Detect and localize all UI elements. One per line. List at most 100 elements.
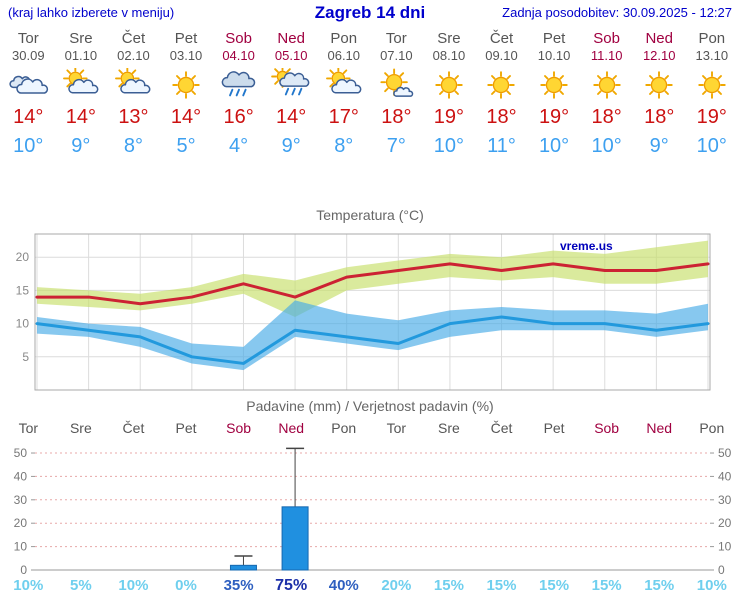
day-date: 01.10 — [64, 48, 98, 63]
high-temp: 14° — [170, 106, 202, 128]
high-temp: 18° — [591, 106, 622, 128]
rain-icon — [221, 71, 255, 97]
precip-probability: 5% — [70, 577, 92, 594]
day-icon-wrap — [212, 63, 265, 105]
day-column: Tor 30.09 14° 10° — [2, 30, 55, 158]
svg-text:10: 10 — [16, 317, 30, 331]
day-date: 09.10 — [485, 48, 518, 63]
day-column: Ned 12.10 18° 9° — [633, 30, 686, 158]
day-date: 03.10 — [169, 48, 203, 63]
precip-day-label: Pet — [175, 420, 197, 436]
precip-day-label: Ned — [646, 420, 673, 436]
day-column: Sre 08.10 19° 10° — [423, 30, 476, 158]
high-temp: 18° — [486, 106, 517, 128]
low-temp: 5° — [176, 135, 196, 157]
day-name: Tor — [385, 30, 407, 47]
precip-day-label: Čet — [122, 420, 145, 436]
precip-bar — [281, 506, 309, 571]
day-column: Čet 09.10 18° 11° — [475, 30, 528, 158]
precip-probability: 15% — [433, 577, 464, 594]
sunny-icon — [698, 71, 726, 99]
day-date: 02.10 — [117, 48, 150, 63]
day-name: Pet — [174, 30, 198, 47]
precip-probability-row: 10% 5% 10% 0% 35% 75% 40% 20% 15% 15% 15% 15% 15% 10% — [2, 577, 738, 595]
high-temp: 14° — [276, 106, 307, 128]
day-date: 12.10 — [642, 48, 676, 63]
day-name: Pon — [698, 30, 726, 47]
day-icon-wrap — [580, 63, 633, 105]
day-icon-wrap — [265, 63, 318, 105]
sunny-icon — [435, 71, 463, 99]
precip-probability: 15% — [486, 577, 517, 594]
day-icon-wrap — [686, 63, 739, 105]
low-temp: 10° — [13, 135, 44, 157]
day-icon-wrap — [633, 63, 686, 105]
low-temp: 11° — [487, 135, 516, 157]
day-column: Sre 01.10 14° 9° — [55, 30, 108, 158]
partly-cloudy-icon — [115, 66, 151, 94]
svg-text:10: 10 — [718, 540, 732, 554]
precip-day-label: Sre — [438, 420, 460, 436]
precip-probability: 75% — [275, 577, 308, 594]
svg-text:0: 0 — [20, 563, 27, 577]
precip-probability: 15% — [644, 577, 675, 594]
forecast-days-strip: Tor 30.09 14° 10° Sre 01.10 14° 9° Čet 02.10 13° 8°… — [2, 30, 738, 158]
day-date: 11.10 — [590, 48, 623, 63]
day-date: 05.10 — [274, 48, 308, 63]
svg-text:40: 40 — [14, 469, 28, 483]
precip-probability: 0% — [175, 577, 197, 594]
sunny-icon — [592, 71, 621, 99]
day-column: Čet 02.10 13° 8° — [107, 30, 160, 158]
precip-day-label: Ned — [278, 420, 305, 436]
day-column: Sob 04.10 16° 4° — [212, 30, 265, 158]
day-column: Pet 03.10 14° 5° — [160, 30, 213, 158]
day-date: 07.10 — [380, 48, 413, 63]
high-temp: 14° — [65, 106, 96, 128]
day-name: Sre — [437, 30, 461, 47]
day-column: Pet 10.10 19° 10° — [528, 30, 581, 158]
low-temp: 7° — [386, 135, 406, 157]
svg-text:20: 20 — [718, 516, 732, 530]
precip-day-label: Sob — [594, 420, 620, 436]
svg-text:20: 20 — [16, 250, 30, 264]
day-name: Ned — [645, 30, 673, 47]
precip-probability: 40% — [328, 577, 359, 594]
svg-text:20: 20 — [14, 516, 28, 530]
day-name: Čet — [121, 30, 146, 47]
last-updated-label: Zadnja posodobitev: 30.09.2025 - 12:27 — [502, 5, 732, 20]
precip-day-label: Tor — [18, 420, 39, 436]
low-temp: 10° — [696, 135, 727, 157]
day-icon-wrap — [2, 63, 55, 105]
day-date: 04.10 — [222, 48, 255, 63]
mostly-sunny-icon — [380, 68, 414, 97]
day-column: Ned 05.10 14° 9° — [265, 30, 318, 158]
watermark: vreme.us — [560, 239, 613, 253]
precip-day-label: Tor — [386, 420, 407, 436]
cloudy-icon — [9, 75, 49, 94]
high-temp: 19° — [433, 106, 465, 128]
svg-text:0: 0 — [718, 563, 725, 577]
day-icon-wrap — [160, 63, 213, 105]
precip-probability: 10% — [13, 577, 44, 594]
precipitation-chart: 0 0 10 10 20 20 30 30 40 40 50 50 — [14, 446, 732, 577]
day-icon-wrap — [528, 63, 581, 105]
min-range-band — [37, 300, 708, 371]
low-temp: 9° — [71, 135, 91, 157]
menu-hint-note: (kraj lahko izberete v meniju) — [8, 5, 175, 20]
day-icon-wrap — [107, 63, 160, 105]
high-temp: 13° — [118, 106, 149, 128]
low-temp: 10° — [433, 135, 465, 157]
high-temp: 16° — [223, 106, 254, 128]
precip-probability: 10% — [118, 577, 149, 594]
precip-probability: 15% — [539, 577, 570, 594]
high-temp: 18° — [381, 106, 412, 128]
day-date: 10.10 — [537, 48, 571, 63]
sunny-icon — [487, 71, 516, 99]
low-temp: 4° — [229, 135, 249, 157]
low-temp: 8° — [123, 135, 143, 157]
high-temp: 17° — [328, 106, 359, 128]
day-name: Ned — [277, 30, 305, 47]
high-temp: 19° — [538, 106, 570, 128]
day-column: Pon 13.10 19° 10° — [686, 30, 739, 158]
